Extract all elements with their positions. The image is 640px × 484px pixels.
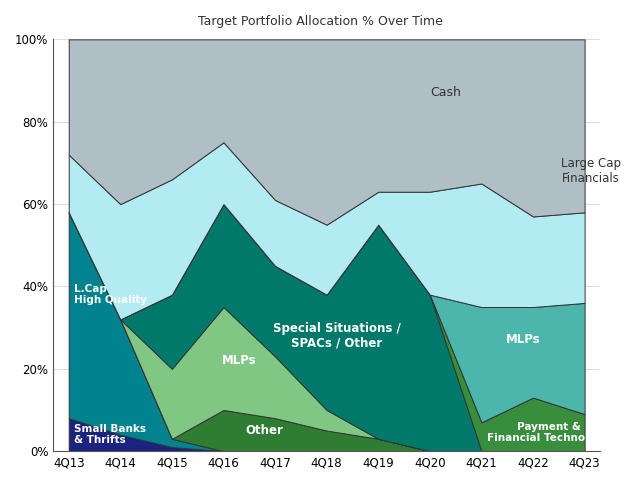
- Text: MLPs: MLPs: [506, 333, 540, 347]
- Text: Target Portfolio Allocation % Over Time: Target Portfolio Allocation % Over Time: [198, 15, 442, 28]
- Text: Payment &
Financial Technology: Payment & Financial Technology: [487, 422, 610, 443]
- Text: Other: Other: [246, 424, 284, 437]
- Text: Special Situations /
SPACs / Other: Special Situations / SPACs / Other: [273, 322, 401, 350]
- Text: Large Cap
Financials: Large Cap Financials: [561, 157, 621, 185]
- Text: MLPs: MLPs: [221, 354, 256, 367]
- Text: Cash: Cash: [430, 86, 461, 99]
- Text: Small Banks
& Thrifts: Small Banks & Thrifts: [74, 424, 146, 445]
- Text: L.Cap
High Quality: L.Cap High Quality: [74, 284, 147, 305]
